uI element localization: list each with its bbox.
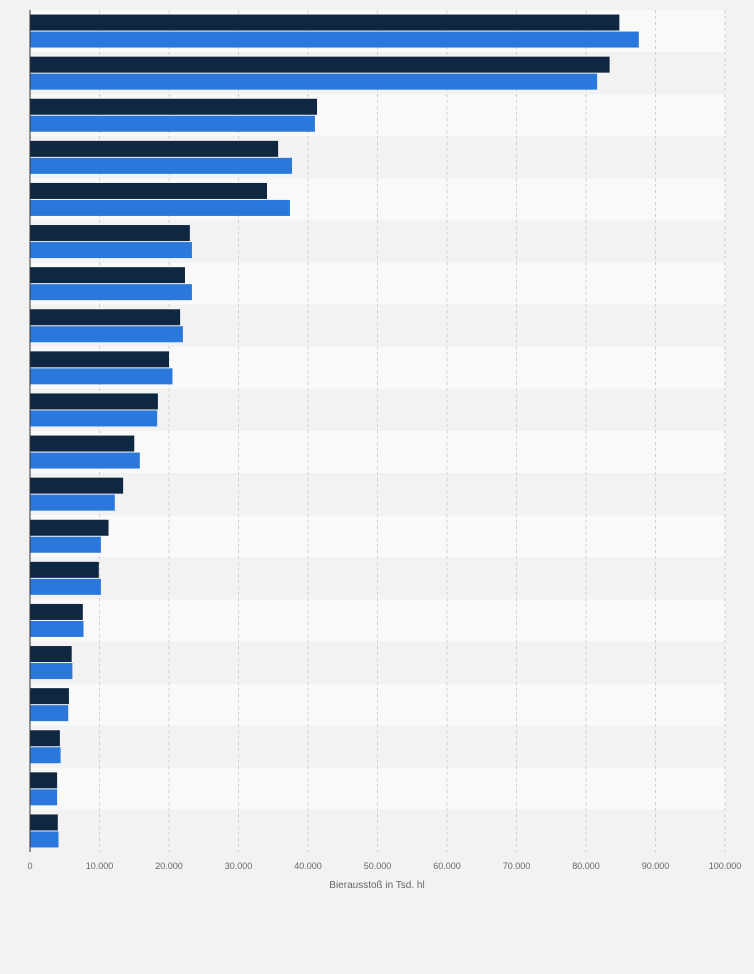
bar-series-1 <box>30 225 190 242</box>
bar-series-2 <box>30 705 69 722</box>
bar-series-2 <box>30 747 61 764</box>
bar-series-1 <box>30 393 158 410</box>
bar-series-2 <box>30 536 101 553</box>
x-tick-label: 60.000 <box>433 861 461 871</box>
bar-series-2 <box>30 115 315 132</box>
x-tick-label: 90.000 <box>642 861 670 871</box>
x-tick-label: 10.000 <box>86 861 114 871</box>
x-tick-label: 0 <box>27 861 32 871</box>
bar-series-2 <box>30 663 73 680</box>
bar-series-2 <box>30 620 84 637</box>
x-tick-label: 50.000 <box>364 861 392 871</box>
bar-series-2 <box>30 789 58 806</box>
bar-series-1 <box>30 14 620 31</box>
bar-series-1 <box>30 140 279 157</box>
x-tick-label: 40.000 <box>294 861 322 871</box>
bar-series-2 <box>30 410 158 427</box>
bar-series-2 <box>30 284 192 301</box>
x-tick-label: 30.000 <box>225 861 253 871</box>
bar-series-1 <box>30 603 83 620</box>
bar-series-1 <box>30 309 181 326</box>
bar-series-2 <box>30 831 59 848</box>
bar-series-1 <box>30 56 610 73</box>
bar-series-2 <box>30 368 173 385</box>
bar-series-1 <box>30 435 135 452</box>
bar-series-1 <box>30 688 69 705</box>
bar-series-2 <box>30 578 101 595</box>
bar-series-1 <box>30 477 124 494</box>
x-tick-label: 100.000 <box>709 861 742 871</box>
x-tick-label: 20.000 <box>155 861 183 871</box>
bar-series-1 <box>30 814 58 831</box>
bar-series-2 <box>30 494 115 511</box>
bar-series-1 <box>30 772 58 789</box>
bar-series-1 <box>30 182 267 199</box>
bar-series-1 <box>30 730 60 747</box>
x-tick-label: 80.000 <box>572 861 600 871</box>
x-tick-label: 70.000 <box>503 861 531 871</box>
bar-series-1 <box>30 267 185 284</box>
bar-series-1 <box>30 561 99 578</box>
bar-series-2 <box>30 31 639 48</box>
bar-series-1 <box>30 519 109 536</box>
bar-series-2 <box>30 157 293 174</box>
bar-series-2 <box>30 326 183 343</box>
x-axis-title: Bierausstoß in Tsd. hl <box>329 880 424 891</box>
bar-series-2 <box>30 199 290 216</box>
bar-series-1 <box>30 98 318 115</box>
bar-series-1 <box>30 351 169 368</box>
bar-series-2 <box>30 452 140 469</box>
bar-series-2 <box>30 73 598 90</box>
bar-series-2 <box>30 242 192 259</box>
bar-series-1 <box>30 646 72 663</box>
